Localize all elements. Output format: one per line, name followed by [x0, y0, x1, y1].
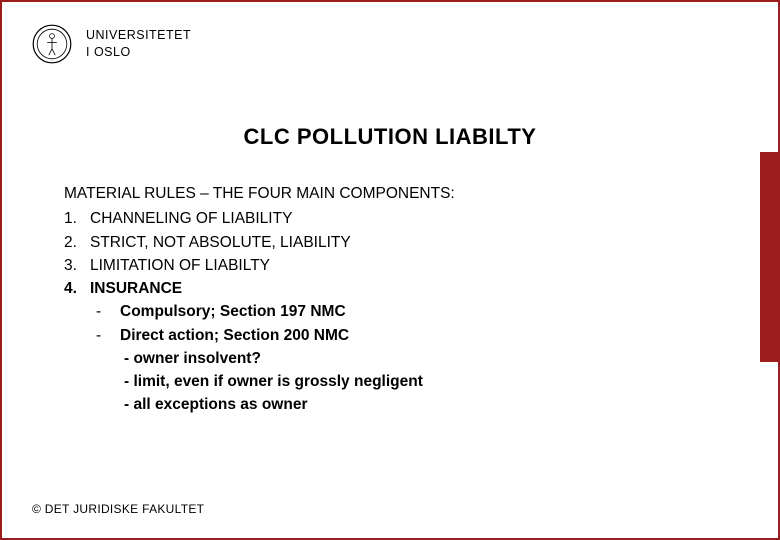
- sub-list: -Compulsory; Section 197 NMC -Direct act…: [90, 300, 738, 347]
- list-item: 2.STRICT, NOT ABSOLUTE, LIABILITY: [64, 231, 738, 254]
- university-seal-icon: · ·: [32, 24, 72, 64]
- svg-text:·: ·: [51, 59, 52, 63]
- svg-text:·: ·: [51, 27, 52, 31]
- slide-content: MATERIAL RULES – THE FOUR MAIN COMPONENT…: [64, 182, 738, 417]
- university-name-line2: I OSLO: [86, 44, 191, 61]
- slide-frame: · · UNIVERSITETET I OSLO CLC POLLUTION L…: [0, 0, 780, 540]
- list-item: 3.LIMITATION OF LIABILTY: [64, 254, 738, 277]
- subsub-list: - owner insolvent? - limit, even if owne…: [124, 347, 738, 417]
- list-item: 1.CHANNELING OF LIABILITY: [64, 207, 738, 230]
- subsub-list-item: - limit, even if owner is grossly neglig…: [124, 370, 738, 393]
- university-name-line1: UNIVERSITETET: [86, 27, 191, 44]
- subsub-list-item: - all exceptions as owner: [124, 393, 738, 416]
- content-lead: MATERIAL RULES – THE FOUR MAIN COMPONENT…: [64, 182, 738, 205]
- sub-list-item: -Direct action; Section 200 NMC: [90, 324, 738, 347]
- slide-header: · · UNIVERSITETET I OSLO: [32, 24, 191, 64]
- sub-list-item: -Compulsory; Section 197 NMC: [90, 300, 738, 323]
- list-item: 4.INSURANCE: [64, 277, 738, 300]
- subsub-list-item: - owner insolvent?: [124, 347, 738, 370]
- numbered-list: 1.CHANNELING OF LIABILITY 2.STRICT, NOT …: [64, 207, 738, 300]
- slide-title: CLC POLLUTION LIABILTY: [2, 124, 778, 150]
- accent-bar: [760, 152, 778, 362]
- slide-footer: © DET JURIDISKE FAKULTET: [32, 502, 204, 516]
- university-name: UNIVERSITETET I OSLO: [86, 27, 191, 61]
